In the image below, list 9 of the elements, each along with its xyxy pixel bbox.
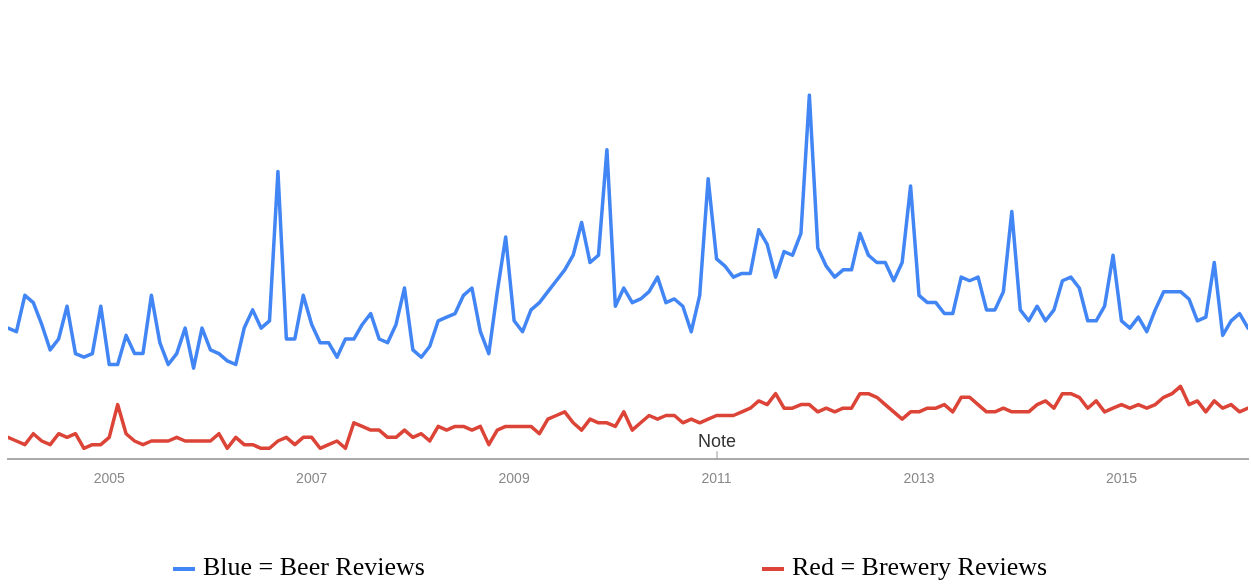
legend-label: Blue = Beer Reviews (202, 552, 425, 582)
x-tick-label: 2009 (498, 470, 530, 487)
annotation: Note (697, 431, 737, 452)
x-tick-label: 2007 (296, 470, 328, 487)
legend-label: Red = Brewery Reviews (791, 552, 1048, 582)
x-tick-label: 2015 (1105, 470, 1138, 487)
x-tick-label: 2011 (701, 470, 732, 487)
x-tick-label: 2013 (903, 470, 935, 487)
x-tick-label: 2005 (93, 470, 125, 487)
